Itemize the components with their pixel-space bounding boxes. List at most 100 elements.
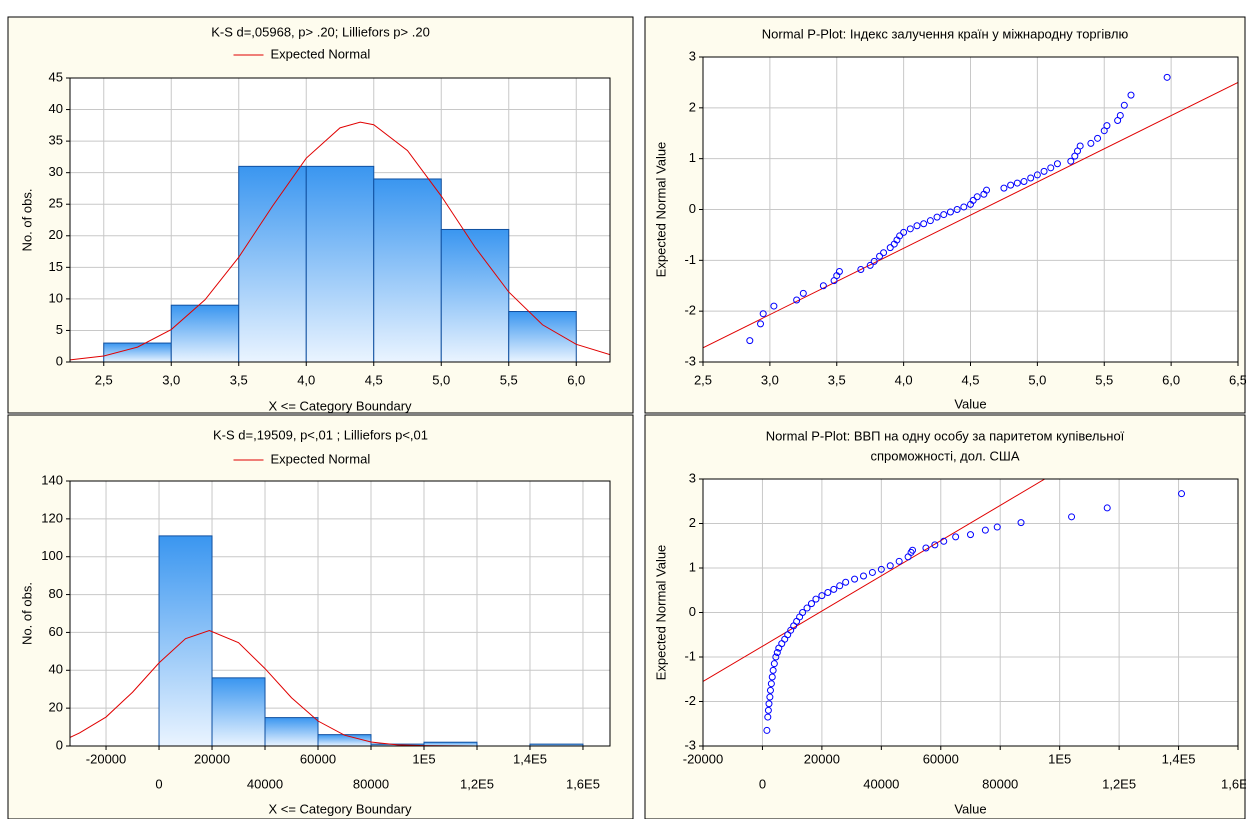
point: [807, 600, 815, 608]
y-tick-label: 20: [49, 227, 63, 242]
point: [768, 673, 776, 681]
chart-title: Normal P-Plot: ВВП на одну особу за пари…: [766, 428, 1125, 443]
y-tick-label: -1: [684, 252, 696, 267]
point: [993, 523, 1001, 531]
point: [952, 533, 960, 541]
plot-frame: [702, 478, 1239, 747]
x-tick-label: 4,0: [895, 372, 913, 387]
point: [973, 193, 981, 201]
y-tick-label: 40: [49, 101, 63, 116]
chart-title: K-S d=,19509, p<,01 ; Lilliefors p<,01: [213, 427, 428, 442]
x-axis-label: X <= Category Boundary: [268, 398, 412, 413]
plot-frame: [69, 480, 611, 747]
point: [803, 604, 811, 612]
legend-label: Expected Normal: [271, 451, 371, 466]
x-tick-label: 1,4E5: [1162, 751, 1196, 766]
y-tick-label: 0: [689, 201, 696, 216]
point: [772, 653, 780, 661]
y-tick-label: 30: [49, 164, 63, 179]
x-tick-label: 5,0: [432, 372, 450, 387]
point: [857, 265, 865, 273]
x-tick-label: 6,0: [567, 372, 585, 387]
point: [909, 546, 917, 554]
y-tick-label: 45: [49, 69, 63, 84]
plot-content: [703, 479, 1186, 734]
panel: K-S d=,19509, p<,01 ; Lilliefors p<,01 0 2…: [7, 414, 634, 819]
point: [830, 585, 838, 593]
point: [766, 686, 774, 694]
y-tick-label: 100: [41, 548, 63, 563]
point: [799, 289, 807, 297]
point: [1027, 174, 1035, 182]
x-tick-label: 3,5: [230, 372, 248, 387]
bar: [440, 228, 510, 362]
x-axis-label: Value: [954, 396, 986, 411]
x-tick-label: 6,5: [1229, 372, 1246, 387]
x-tick-label: 0: [759, 776, 766, 791]
point: [933, 213, 941, 221]
point: [895, 557, 903, 565]
chart-title: K-S d=,05968, p> .20; Lilliefors p> .20: [211, 24, 430, 39]
x-tick-label: 1E5: [412, 751, 435, 766]
point: [877, 565, 885, 573]
point: [969, 196, 977, 204]
point: [1017, 519, 1025, 527]
point: [913, 222, 921, 230]
y-tick-label: 0: [689, 604, 696, 619]
point: [851, 575, 859, 583]
point: [960, 203, 968, 211]
plot-content: [70, 535, 610, 746]
point: [1047, 164, 1055, 172]
point: [866, 261, 874, 269]
point: [870, 257, 878, 265]
bar: [373, 178, 442, 362]
y-axis-label: No. of obs.: [19, 189, 34, 252]
x-axis-label: X <= Category Boundary: [268, 801, 412, 816]
y-tick-label: 3: [689, 48, 696, 63]
point: [1068, 513, 1076, 521]
plot-area: [70, 481, 610, 746]
y-tick-label: 1: [689, 559, 696, 574]
bar: [158, 535, 213, 746]
x-tick-label: 3,5: [828, 372, 846, 387]
x-tick-label: 20000: [804, 751, 840, 766]
point: [876, 252, 884, 260]
y-tick-label: -3: [684, 737, 696, 752]
point: [746, 337, 754, 345]
bar: [264, 717, 319, 746]
point: [1116, 111, 1124, 119]
point: [799, 609, 807, 616]
point: [953, 206, 961, 213]
y-tick-label: 20: [49, 700, 63, 715]
point: [940, 537, 948, 545]
y-tick-label: 2: [689, 515, 696, 530]
point: [1103, 122, 1111, 130]
x-tick-label: 40000: [247, 776, 283, 791]
x-tick-label: 80000: [353, 776, 389, 791]
point: [1000, 184, 1008, 192]
point: [940, 211, 948, 219]
x-tick-label: 4,0: [297, 372, 315, 387]
panel: Normal P-Plot: Індекс залучення країн у …: [644, 16, 1246, 414]
x-tick-label: 40000: [863, 776, 899, 791]
x-tick-label: 5,0: [1028, 372, 1046, 387]
y-tick-label: -2: [684, 693, 696, 708]
y-tick-label: 2: [689, 99, 696, 114]
y-tick-label: -2: [684, 303, 696, 318]
point: [818, 592, 826, 600]
x-tick-label: 3,0: [761, 372, 779, 387]
bar: [170, 304, 240, 362]
chart-title: Normal P-Plot: Індекс залучення країн у …: [762, 26, 1129, 41]
point: [769, 666, 777, 674]
point: [836, 582, 844, 590]
point: [757, 320, 765, 328]
y-axis-label: Expected Normal Value: [653, 545, 668, 681]
x-tick-label: 1,2E5: [460, 776, 494, 791]
point: [824, 588, 832, 596]
point: [793, 296, 801, 304]
point: [868, 568, 876, 576]
point: [1020, 178, 1028, 186]
point: [1040, 167, 1048, 175]
y-tick-label: 3: [689, 470, 696, 485]
